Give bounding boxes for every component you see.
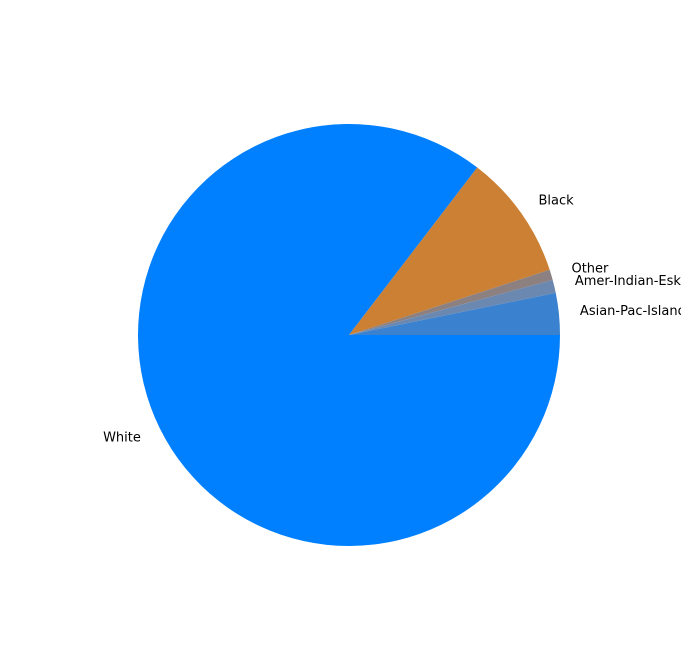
pie-label-other: Other	[571, 261, 609, 276]
pie-label-black: Black	[538, 193, 574, 208]
pie-label-amer-indian-eskimo: Amer-Indian-Eskimo	[575, 274, 681, 289]
pie-slice-black	[349, 167, 550, 335]
pie-slice-asian-pac-islander	[349, 292, 560, 335]
pie-label-asian-pac-islander: Asian-Pac-Islander	[580, 304, 681, 319]
pie-label-white: White	[103, 430, 141, 445]
pie-slice-other	[349, 269, 553, 335]
pie-slice-amer-indian-eskimo	[349, 279, 556, 335]
pie-slices	[138, 123, 561, 546]
